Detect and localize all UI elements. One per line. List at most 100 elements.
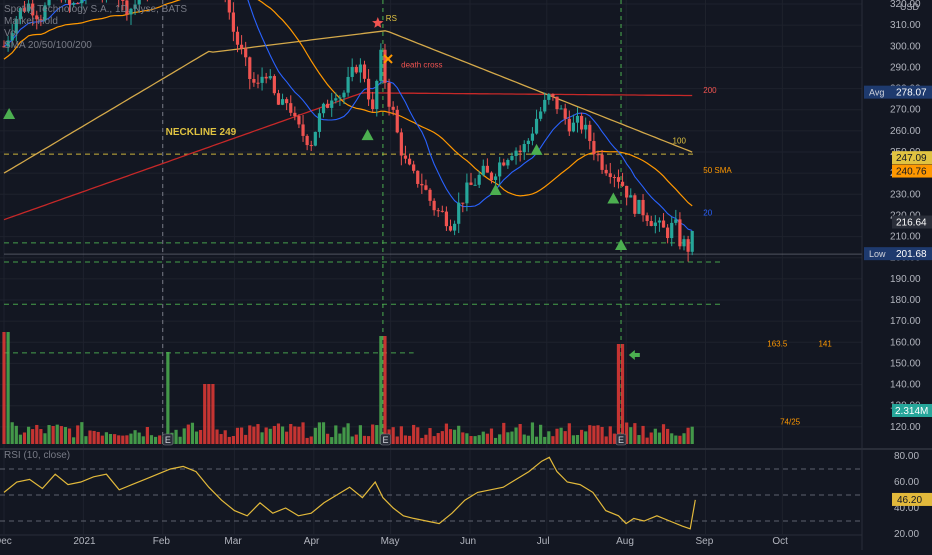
price-tick-label: 190.00	[890, 274, 921, 285]
volume-bar	[281, 426, 284, 444]
volume-bar	[224, 430, 227, 444]
candle-body	[469, 183, 472, 185]
chart-annotation: 200	[703, 86, 717, 95]
candle-body	[121, 0, 124, 1]
candle-body	[473, 185, 476, 186]
rsi-tick-label: 60.00	[894, 477, 919, 488]
candle-body	[277, 93, 280, 105]
volume-bar	[400, 426, 403, 444]
time-tick-label: Apr	[304, 536, 320, 547]
volume-bar	[207, 384, 210, 444]
volume-bar	[551, 436, 554, 444]
candle-body	[633, 195, 636, 214]
volume-bar	[93, 431, 96, 444]
candle-body	[547, 94, 550, 100]
volume-bar	[301, 422, 304, 444]
candle-body	[461, 203, 464, 204]
candle-body	[584, 125, 587, 130]
volume-bar	[666, 429, 669, 444]
volume-bar	[6, 332, 9, 444]
volume-bar	[523, 435, 526, 444]
candle-body	[322, 104, 325, 113]
rsi-tick-label: 20.00	[894, 529, 919, 540]
volume-bar	[506, 432, 509, 444]
currency-label: USD	[900, 2, 920, 12]
candle-body	[596, 154, 599, 155]
volume-bar	[691, 427, 694, 444]
candle-body	[293, 113, 296, 116]
volume-bar	[465, 433, 468, 444]
candle-body	[314, 132, 317, 146]
candle-body	[625, 186, 628, 198]
candle-body	[351, 67, 354, 77]
candle-body	[543, 100, 546, 112]
volume-bar	[682, 433, 685, 444]
candle-body	[580, 116, 583, 130]
volume-bar	[412, 425, 415, 444]
candle-body	[674, 219, 677, 223]
volume-bar	[76, 425, 79, 444]
candle-body	[498, 162, 501, 176]
price-tag-value: 247.09	[896, 153, 927, 164]
volume-bar	[347, 423, 350, 444]
candle-body	[453, 224, 456, 231]
candle-body	[506, 160, 509, 165]
price-tick-label: 230.00	[890, 189, 921, 200]
candle-body	[252, 79, 255, 83]
volume-bar	[576, 435, 579, 444]
candle-body	[691, 231, 694, 252]
candle-body	[80, 0, 83, 3]
volume-bar	[191, 423, 194, 444]
candle-body	[650, 221, 653, 226]
volume-bar	[494, 438, 497, 444]
candle-body	[555, 97, 558, 110]
candle-body	[310, 145, 313, 146]
volume-bar	[248, 425, 251, 444]
candle-body	[236, 32, 239, 45]
volume-bar	[662, 424, 665, 444]
volume-bar	[19, 435, 22, 444]
volume-bar	[351, 436, 354, 444]
volume-bar	[600, 427, 603, 444]
volume-bar	[535, 437, 538, 444]
candle-body	[433, 201, 436, 210]
candle-body	[371, 99, 374, 109]
candle-body	[289, 103, 292, 113]
candle-body	[367, 79, 370, 100]
volume-bar	[359, 425, 362, 444]
volume-bar	[187, 425, 190, 444]
volume-bar	[101, 436, 104, 444]
candle-body	[244, 49, 247, 58]
volume-bar	[228, 437, 231, 444]
price-tick-label: 140.00	[890, 380, 921, 391]
volume-bar	[293, 426, 296, 444]
volume-bar	[392, 427, 395, 444]
price-tick-label: 310.00	[890, 20, 921, 31]
volume-bar	[633, 423, 636, 444]
volume-bar	[482, 432, 485, 444]
candle-body	[342, 93, 345, 98]
candle-body	[588, 125, 591, 141]
volume-bar	[687, 428, 690, 444]
time-tick-label: Jun	[460, 536, 476, 547]
chart-annotation: 20	[703, 208, 712, 217]
volume-bar	[572, 435, 575, 444]
candle-body	[379, 50, 382, 81]
time-tick-label: Jul	[537, 536, 550, 547]
volume-bar	[420, 438, 423, 444]
candle-body	[260, 77, 263, 83]
price-tag-label: Low	[869, 249, 886, 259]
volume-bar	[502, 423, 505, 444]
chart-annotation: 141	[818, 340, 832, 349]
volume-bar	[342, 427, 345, 444]
candle-body	[539, 111, 542, 118]
volume-bar	[355, 435, 358, 444]
volume-bar	[560, 428, 563, 444]
chart-legend: Spotify Technology S.A., 1D, Nyse, BATS …	[4, 4, 187, 52]
candle-body	[387, 83, 390, 107]
volume-bar	[453, 430, 456, 444]
candle-body	[363, 64, 366, 78]
